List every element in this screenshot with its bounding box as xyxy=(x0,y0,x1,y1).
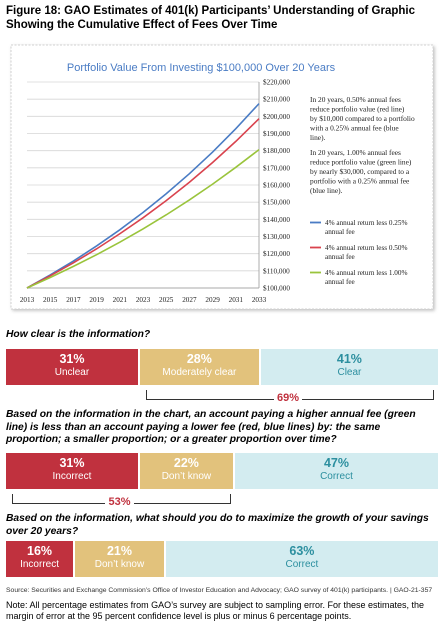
segment-label: Incorrect xyxy=(20,559,59,570)
margin-note: Note: All percentage estimates from GAO’… xyxy=(6,600,425,621)
segment-percent: 31% xyxy=(59,352,85,366)
bar-segment-moderately-clear: 28% Moderately clear xyxy=(139,349,259,385)
annotation-green-vs-blue: In 20 years, 1.00% annual fees reduce por… xyxy=(310,148,412,195)
question-maximize-growth: Based on the information, what should yo… xyxy=(6,513,429,537)
segment-label: Clear xyxy=(337,367,362,378)
bar-segment-don-t-know: 21% Don’t know xyxy=(75,541,164,577)
line-chart-svg: Portfolio Value From Investing $100,000 … xyxy=(10,44,434,310)
y-tick-label: $120,000 xyxy=(263,250,290,258)
series-line-1 xyxy=(26,118,260,289)
y-tick-label: $190,000 xyxy=(263,130,290,138)
y-tick-label: $110,000 xyxy=(263,267,290,275)
bar-segment-incorrect: 31% Incorrect xyxy=(6,453,138,489)
x-tick-label: 2015 xyxy=(43,296,58,304)
line-chart: Portfolio Value From Investing $100,000 … xyxy=(5,40,439,314)
x-tick-label: 2013 xyxy=(20,296,35,304)
segment-label: Correct xyxy=(285,559,319,570)
x-tick-label: 2017 xyxy=(66,296,81,304)
segment-percent: 22% xyxy=(173,456,199,470)
segment-percent: 41% xyxy=(336,352,362,366)
bar-segment-incorrect: 16% Incorrect xyxy=(6,541,74,577)
x-tick-label: 2019 xyxy=(89,296,104,304)
segment-percent: 21% xyxy=(106,544,132,558)
question-proportion: Based on the information in the chart, a… xyxy=(6,409,416,445)
y-tick-label: $100,000 xyxy=(263,285,290,293)
y-tick-label: $220,000 xyxy=(263,79,290,87)
x-tick-label: 2031 xyxy=(229,296,244,304)
series-line-2 xyxy=(26,149,260,289)
legend-label-2: 4% annual return less 1.00% annual fee xyxy=(325,269,407,286)
segment-label: Unclear xyxy=(54,367,90,378)
x-tick-label: 2033 xyxy=(252,296,267,304)
bar-segment-correct: 63% Correct xyxy=(165,541,438,577)
segment-percent: 63% xyxy=(289,544,315,558)
segment-percent: 31% xyxy=(59,456,85,470)
x-tick-label: 2025 xyxy=(159,296,174,304)
segment-label: Don’t know xyxy=(94,559,145,570)
bar-segment-clear: 41% Clear xyxy=(260,349,438,385)
series-line-0 xyxy=(26,103,260,289)
y-tick-label: $210,000 xyxy=(263,96,290,104)
x-tick-label: 2021 xyxy=(113,296,128,304)
y-tick-label: $200,000 xyxy=(263,113,290,121)
segment-label: Correct xyxy=(320,471,353,482)
y-tick-label: $140,000 xyxy=(263,216,290,224)
bar-segment-unclear: 31% Unclear xyxy=(6,349,138,385)
segment-percent: 47% xyxy=(323,456,349,470)
segment-label: Moderately clear xyxy=(162,367,237,378)
bar-segment-correct: 47% Correct xyxy=(234,453,438,489)
x-tick-label: 2029 xyxy=(205,296,220,304)
y-tick-label: $150,000 xyxy=(263,199,290,207)
y-tick-label: $160,000 xyxy=(263,182,290,190)
segment-percent: 16% xyxy=(27,544,53,558)
legend-label-0: 4% annual return less 0.25% annual fee xyxy=(325,219,407,236)
segment-percent: 28% xyxy=(186,352,212,366)
x-tick-label: 2027 xyxy=(182,296,197,304)
combined-percent-label: 69% xyxy=(273,392,302,404)
combined-percent-label: 53% xyxy=(105,496,134,508)
bar-segment-don-t-know: 22% Don’t know xyxy=(139,453,233,489)
source-note: Source: Securities and Exchange Commissi… xyxy=(6,587,433,594)
question-clarity: How clear is the information? xyxy=(6,329,151,340)
y-tick-label: $180,000 xyxy=(263,147,290,155)
chart-title: Portfolio Value From Investing $100,000 … xyxy=(67,62,336,74)
x-tick-label: 2023 xyxy=(136,296,151,304)
figure-title: Figure 18: GAO Estimates of 401(k) Parti… xyxy=(6,5,415,31)
y-tick-label: $170,000 xyxy=(263,164,290,172)
y-tick-label: $130,000 xyxy=(263,233,290,241)
segment-label: Incorrect xyxy=(52,471,92,482)
annotation-red-vs-blue: In 20 years, 0.50% annual fees reduce por… xyxy=(310,95,415,142)
legend-label-1: 4% annual return less 0.50% annual fee xyxy=(325,244,407,261)
segment-label: Don’t know xyxy=(161,471,212,482)
